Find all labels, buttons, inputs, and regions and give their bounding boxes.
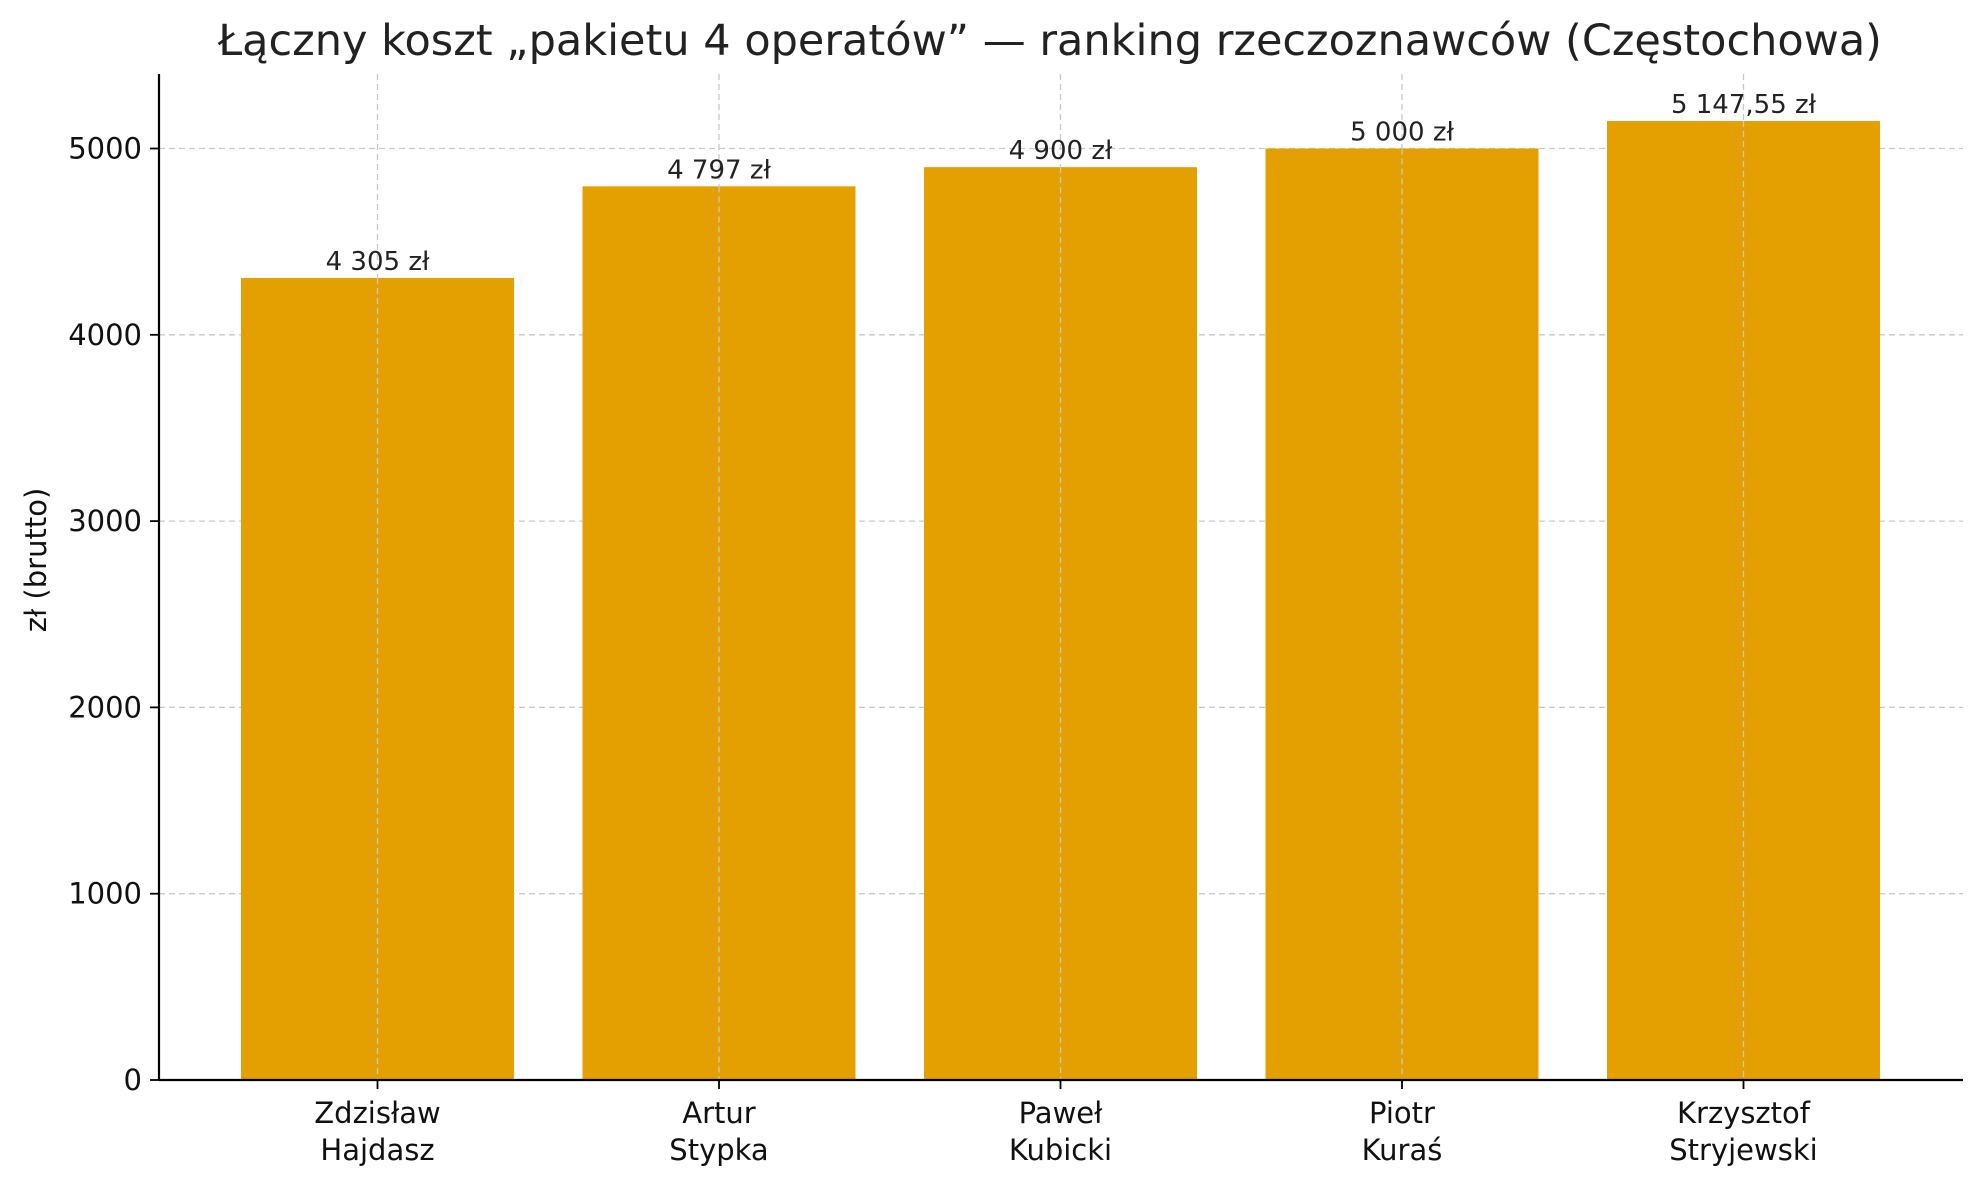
x-tick-label: Kubicki	[1009, 1133, 1112, 1167]
x-tick-label: Artur	[682, 1096, 756, 1130]
y-tick-label: 5000	[68, 132, 142, 166]
data-labels: 4 305 zł 4 797 zł 4 900 zł 5 000 zł 5 147,55…	[326, 90, 1817, 277]
x-tick-label: Stryjewski	[1669, 1133, 1817, 1167]
data-label: 4 900 zł	[1009, 136, 1113, 166]
y-axis-label: zł (brutto)	[19, 488, 53, 633]
bars	[241, 121, 1880, 1081]
y-tick-label: 4000	[68, 318, 142, 352]
x-tick-label: Stypka	[669, 1133, 768, 1167]
x-tick-label: Krzysztof	[1677, 1096, 1811, 1130]
x-tick-label: Zdzisław	[314, 1096, 440, 1130]
data-label: 5 000 zł	[1350, 118, 1454, 148]
y-tick-label: 1000	[68, 877, 142, 911]
data-label: 4 305 zł	[326, 247, 430, 277]
data-label: 5 147,55 zł	[1671, 90, 1817, 120]
y-tick-label: 2000	[68, 690, 142, 724]
data-label: 4 797 zł	[667, 155, 771, 185]
x-tick-label: Kuraś	[1362, 1133, 1443, 1167]
y-tick-label: 0	[124, 1063, 142, 1097]
x-tick-label: Piotr	[1369, 1096, 1435, 1130]
x-tick-label: Paweł	[1019, 1096, 1104, 1130]
y-tick-label: 3000	[68, 504, 142, 538]
bar	[1607, 121, 1880, 1080]
chart-title: Łączny koszt „pakietu 4 operatów” — rank…	[217, 16, 1882, 66]
x-tick-label: Hajdasz	[320, 1133, 434, 1167]
